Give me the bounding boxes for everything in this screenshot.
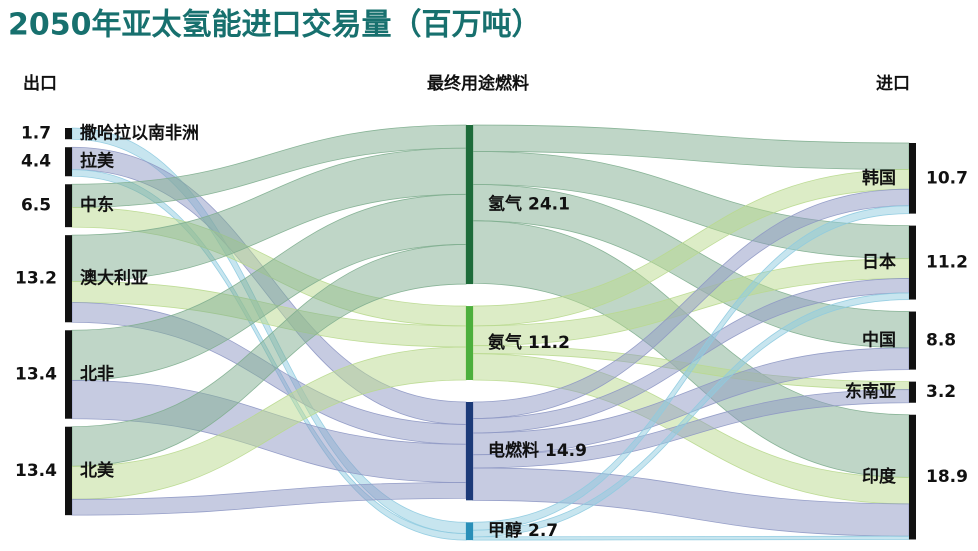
node-bar (909, 311, 916, 370)
node-label: 氢气 (488, 194, 522, 215)
nodes: 1.7 撒哈拉以南非洲 4.4 拉美 6.5 中东 13.2 澳大利亚 13.4 北非 13.4 北美… (15, 123, 968, 542)
node-value: 3.2 (926, 382, 956, 402)
node-bar (65, 426, 72, 516)
node-label: 中东 (80, 195, 114, 216)
node-label-group: 甲醇 2.7 (488, 520, 558, 541)
node-bar (466, 522, 473, 541)
node-value: 4.4 (21, 152, 51, 172)
node-bar (909, 381, 916, 403)
node-bar (65, 184, 72, 228)
node-label: 印度 (862, 466, 897, 487)
node-label: 澳大利亚 (80, 268, 148, 289)
node-value: 2.7 (528, 521, 558, 541)
node-bar (466, 306, 473, 380)
node-label: 东南亚 (845, 381, 896, 402)
node-bar (909, 143, 916, 214)
node-value: 24.1 (528, 195, 570, 215)
chart-title: 2050年亚太氢能进口交易量（百万吨） (8, 8, 542, 43)
node-value: 6.5 (21, 196, 51, 216)
node-label: 拉美 (80, 151, 115, 172)
node-label: 撒哈拉以南非洲 (80, 123, 199, 144)
flow (71, 346, 467, 500)
node-bar (909, 414, 916, 540)
node-label: 韩国 (862, 167, 896, 188)
node-label: 日本 (862, 252, 896, 273)
node-label: 北非 (80, 364, 114, 385)
node-value: 18.9 (926, 467, 968, 487)
node-value: 14.9 (545, 441, 587, 461)
column-title: 最终用途燃料 (427, 73, 529, 94)
node-bar (65, 128, 72, 140)
node-label-group: 氨气 11.2 (488, 332, 570, 353)
node-bar (65, 147, 72, 177)
node-bar (466, 125, 473, 285)
node-label: 北美 (80, 460, 115, 481)
node-label: 甲醇 (488, 520, 522, 541)
flow (472, 292, 910, 538)
node-label-group: 电燃料 14.9 (488, 440, 587, 461)
node-value: 11.2 (528, 333, 570, 353)
node-bar (909, 225, 916, 300)
node-value: 1.7 (21, 124, 51, 144)
node-value: 13.2 (15, 269, 57, 289)
node-value: 10.7 (926, 168, 968, 188)
node-value: 13.4 (15, 365, 57, 385)
node-label: 氨气 (488, 332, 522, 353)
node-label: 电燃料 (488, 440, 539, 461)
node-label: 中国 (862, 330, 896, 351)
node-bar (65, 235, 72, 323)
node-value: 8.8 (926, 331, 956, 351)
column-title: 进口 (876, 74, 910, 94)
node-value: 11.2 (926, 253, 968, 273)
node-value: 13.4 (15, 461, 57, 481)
node-bar (65, 330, 72, 419)
node-label-group: 氢气 24.1 (488, 194, 570, 215)
column-title: 出口 (23, 73, 57, 94)
links (71, 124, 910, 541)
node-bar (466, 401, 473, 501)
